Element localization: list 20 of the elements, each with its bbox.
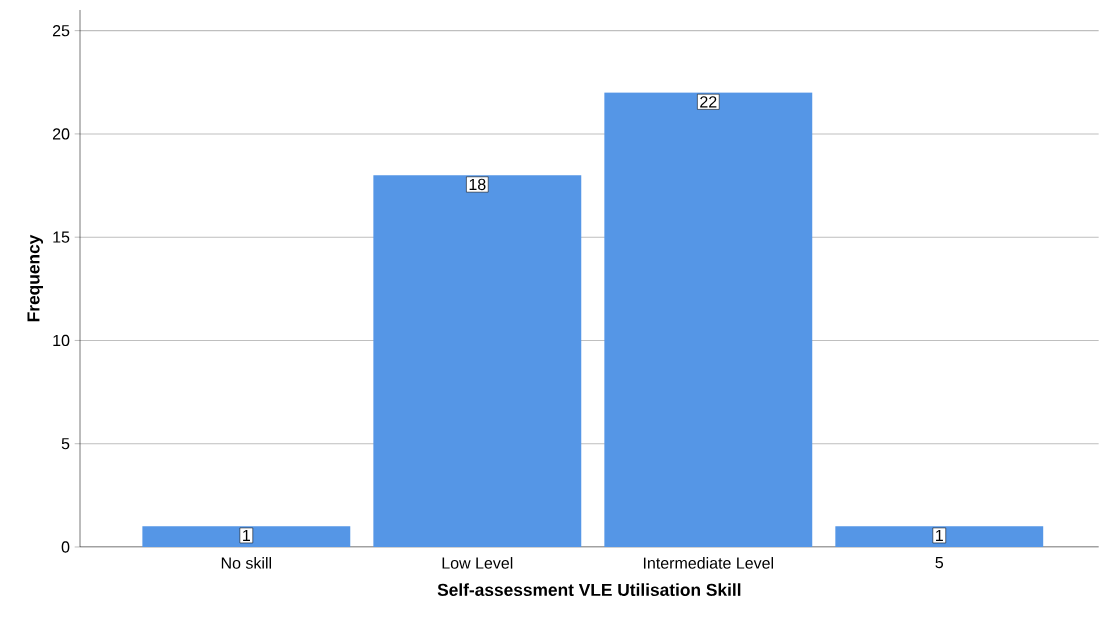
data-label: 18	[469, 178, 486, 191]
data-label: 1	[936, 529, 943, 541]
bar	[835, 526, 1044, 547]
x-tick-label: 5	[935, 557, 944, 569]
y-tick-label: 20	[52, 128, 70, 140]
y-tick-label: 0	[61, 541, 70, 553]
x-tick-label: Low Level	[442, 557, 513, 569]
y-axis-title: Frequency	[27, 234, 44, 322]
bar	[604, 92, 813, 547]
y-tick-label: 5	[61, 438, 70, 450]
y-tick-label: 25	[52, 24, 70, 37]
x-tick-label: Intermediate Level	[643, 557, 774, 569]
x-tick-label: No skill	[221, 557, 272, 569]
y-tick-label: 10	[53, 334, 70, 347]
bar	[373, 175, 582, 547]
x-axis-title: Self-assessment VLE Utilisation Skill	[437, 583, 741, 596]
bar	[142, 526, 351, 547]
y-tick-label: 15	[53, 231, 70, 243]
data-label: 22	[700, 96, 717, 108]
data-label: 1	[243, 529, 250, 541]
